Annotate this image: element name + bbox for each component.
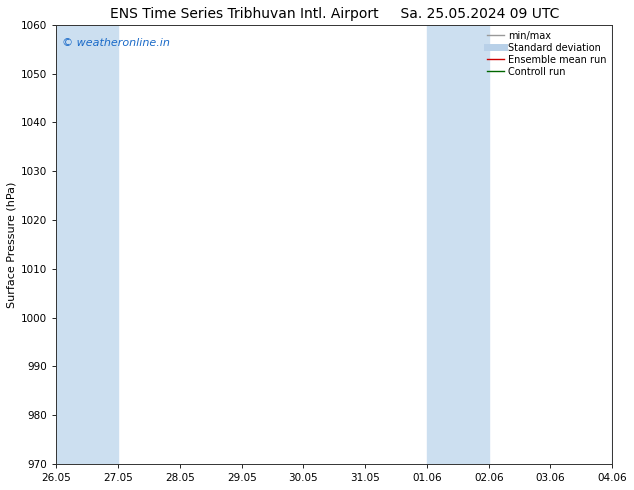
Bar xyxy=(612,25,634,464)
Bar xyxy=(56,25,118,464)
Text: © weatheronline.in: © weatheronline.in xyxy=(62,38,170,48)
Bar xyxy=(427,25,489,464)
Y-axis label: Surface Pressure (hPa): Surface Pressure (hPa) xyxy=(7,181,17,308)
Title: ENS Time Series Tribhuvan Intl. Airport     Sa. 25.05.2024 09 UTC: ENS Time Series Tribhuvan Intl. Airport … xyxy=(110,7,559,21)
Legend: min/max, Standard deviation, Ensemble mean run, Controll run: min/max, Standard deviation, Ensemble me… xyxy=(482,27,611,80)
